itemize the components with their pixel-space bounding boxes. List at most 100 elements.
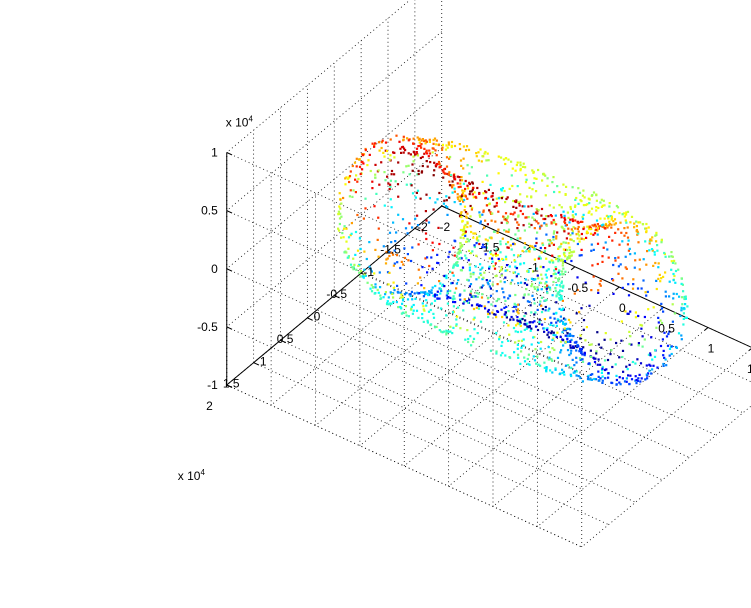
scatter-point xyxy=(383,204,386,207)
scatter-point xyxy=(670,255,673,258)
scatter-point xyxy=(618,381,621,384)
scatter-point xyxy=(637,342,640,345)
scatter-point xyxy=(580,248,583,251)
scatter-point xyxy=(541,308,544,311)
y-multiplier-exponent: 4 xyxy=(200,468,205,477)
scatter-point xyxy=(653,253,656,256)
scatter-point xyxy=(552,232,555,235)
scatter-point xyxy=(469,335,472,338)
scatter-point xyxy=(557,279,560,283)
scatter-point xyxy=(414,297,417,300)
scatter-point xyxy=(459,212,462,215)
scatter-point xyxy=(582,238,585,241)
scatter-point xyxy=(570,334,573,337)
scatter-point xyxy=(603,204,606,207)
scatter-point xyxy=(445,331,448,334)
scatter-point xyxy=(426,319,429,322)
scatter-point xyxy=(654,349,657,352)
scatter-point xyxy=(544,174,547,177)
scatter-point xyxy=(463,209,466,212)
scatter-point xyxy=(575,349,578,352)
scatter-point xyxy=(562,252,566,255)
scatter-point xyxy=(668,295,671,298)
scatter-point xyxy=(576,227,579,231)
scatter-point xyxy=(386,175,389,178)
scatter-point xyxy=(448,184,452,187)
scatter-point xyxy=(487,283,490,286)
scatter-point xyxy=(586,225,589,228)
scatter-point xyxy=(599,279,602,282)
scatter-point xyxy=(508,294,512,298)
scatter-point xyxy=(415,309,419,312)
scatter-point xyxy=(460,164,463,167)
scatter-point xyxy=(500,344,503,347)
scatter-point xyxy=(570,338,573,341)
scatter-point xyxy=(684,303,687,306)
scatter-point xyxy=(566,248,569,252)
scatter-point xyxy=(512,271,515,274)
scatter-point xyxy=(569,218,572,221)
y-tick-label: 0.5 xyxy=(277,332,294,346)
scatter-point xyxy=(422,291,425,294)
scatter-point xyxy=(499,354,503,357)
scatter-point xyxy=(680,309,683,312)
scatter-point xyxy=(493,313,496,316)
scatter-point xyxy=(488,279,491,282)
scatter-point xyxy=(555,258,558,261)
scatter-point xyxy=(561,331,564,334)
scatter-point xyxy=(588,202,591,205)
scatter-point xyxy=(469,190,472,193)
scatter-point xyxy=(419,276,422,279)
scatter-point xyxy=(602,246,605,249)
scatter-point xyxy=(550,330,553,333)
scatter-point xyxy=(506,246,509,249)
scatter-point xyxy=(497,210,500,213)
scatter-point xyxy=(568,257,571,260)
scatter-point xyxy=(650,239,653,242)
scatter-point xyxy=(375,192,378,195)
scatter-point xyxy=(586,203,589,206)
scatter-point xyxy=(641,223,644,226)
scatter-point xyxy=(504,311,507,314)
scatter-point xyxy=(514,260,517,263)
scatter-point xyxy=(426,256,429,259)
scatter-point xyxy=(499,243,502,246)
scatter-point xyxy=(527,216,530,219)
scatter-point xyxy=(480,296,484,299)
scatter-point xyxy=(483,305,486,308)
scatter-point xyxy=(567,318,571,321)
scatter-point xyxy=(527,362,530,365)
scatter-point xyxy=(460,257,463,260)
scatter-point xyxy=(473,328,476,331)
scatter-point xyxy=(465,300,468,303)
scatter-point xyxy=(503,229,506,232)
scatter-point xyxy=(598,379,601,382)
scatter-point xyxy=(612,279,615,282)
scatter-point xyxy=(384,149,387,152)
scatter-point xyxy=(492,198,495,201)
scatter-point xyxy=(484,253,487,256)
scatter-point xyxy=(651,249,654,252)
scatter-point xyxy=(453,177,456,180)
scatter-point xyxy=(544,194,547,197)
scatter-point xyxy=(653,251,656,254)
scatter-point xyxy=(405,291,408,295)
scatter-point xyxy=(645,364,648,367)
scatter-point xyxy=(554,334,557,337)
scatter-point xyxy=(453,239,456,242)
scatter-point xyxy=(661,338,664,341)
scatter-point xyxy=(459,147,462,151)
scatter-point xyxy=(441,331,444,334)
scatter-point xyxy=(579,334,582,337)
scatter-point xyxy=(551,181,554,184)
scatter-point xyxy=(650,372,653,375)
scatter-point xyxy=(681,303,684,306)
scatter-point xyxy=(674,281,677,284)
scatter-point xyxy=(559,315,562,318)
scatter-point xyxy=(543,173,546,176)
scatter-point xyxy=(519,318,522,321)
x-tick-mark xyxy=(704,327,709,331)
scatter-point xyxy=(389,291,392,294)
y-multiplier-base: x 10 xyxy=(178,469,201,483)
scatter-point xyxy=(340,202,343,205)
